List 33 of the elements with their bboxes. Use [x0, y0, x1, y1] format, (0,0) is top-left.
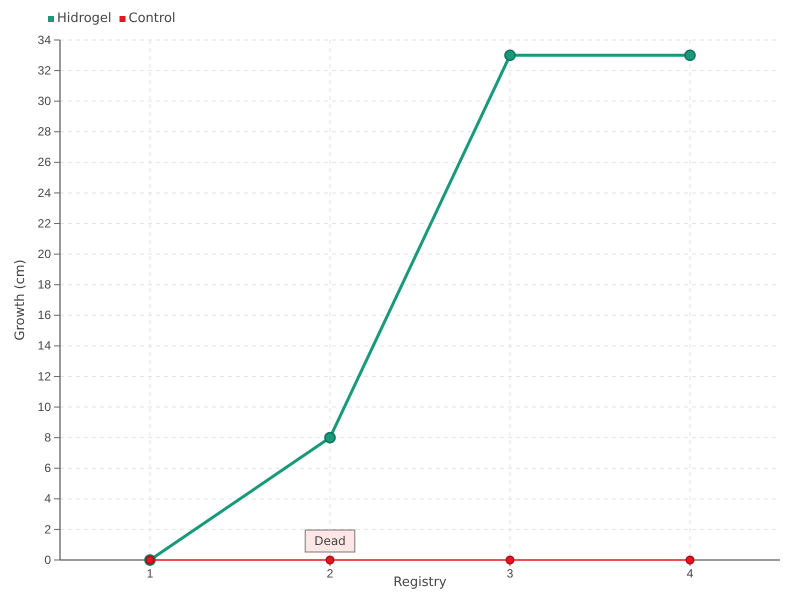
y-tick-label: 4 — [44, 492, 52, 506]
point — [685, 555, 695, 565]
y-tick-label: 8 — [44, 430, 52, 444]
point — [504, 50, 516, 62]
x-tick-label: 4 — [686, 566, 694, 581]
y-tick-label: 30 — [38, 94, 52, 108]
point — [325, 555, 335, 565]
y-tick-label: 26 — [38, 155, 52, 170]
y-tick-label: 28 — [38, 124, 52, 139]
y-tick-label: 10 — [38, 400, 52, 414]
legend-label: Control — [128, 11, 176, 26]
y-tick-label: 32 — [38, 63, 52, 78]
y-tick-label: 20 — [38, 246, 52, 261]
point — [684, 50, 696, 62]
y-tick-label: 16 — [38, 308, 52, 322]
y-axis-title: Growth (cm) — [13, 259, 28, 341]
x-tick-label: 1 — [146, 566, 154, 581]
y-tick-label: 24 — [38, 186, 52, 200]
y-tick-label: 12 — [38, 369, 52, 384]
y-tick-label: 0 — [44, 552, 52, 567]
y-tick-label: 6 — [44, 461, 52, 476]
x-axis-title: Registry — [393, 575, 447, 590]
x-tick-label: 3 — [506, 566, 514, 581]
x-tick-label: 2 — [326, 566, 334, 581]
y-tick-label: 22 — [38, 216, 52, 230]
point — [505, 555, 515, 565]
y-tick-label: 2 — [44, 522, 52, 536]
annotation: Dead — [314, 534, 346, 548]
y-tick-label: 14 — [38, 338, 52, 353]
y-tick-label: 34 — [38, 32, 52, 47]
y-tick-label: 18 — [38, 278, 52, 292]
legend-label: Hidrogel — [57, 11, 112, 26]
point — [324, 432, 336, 444]
